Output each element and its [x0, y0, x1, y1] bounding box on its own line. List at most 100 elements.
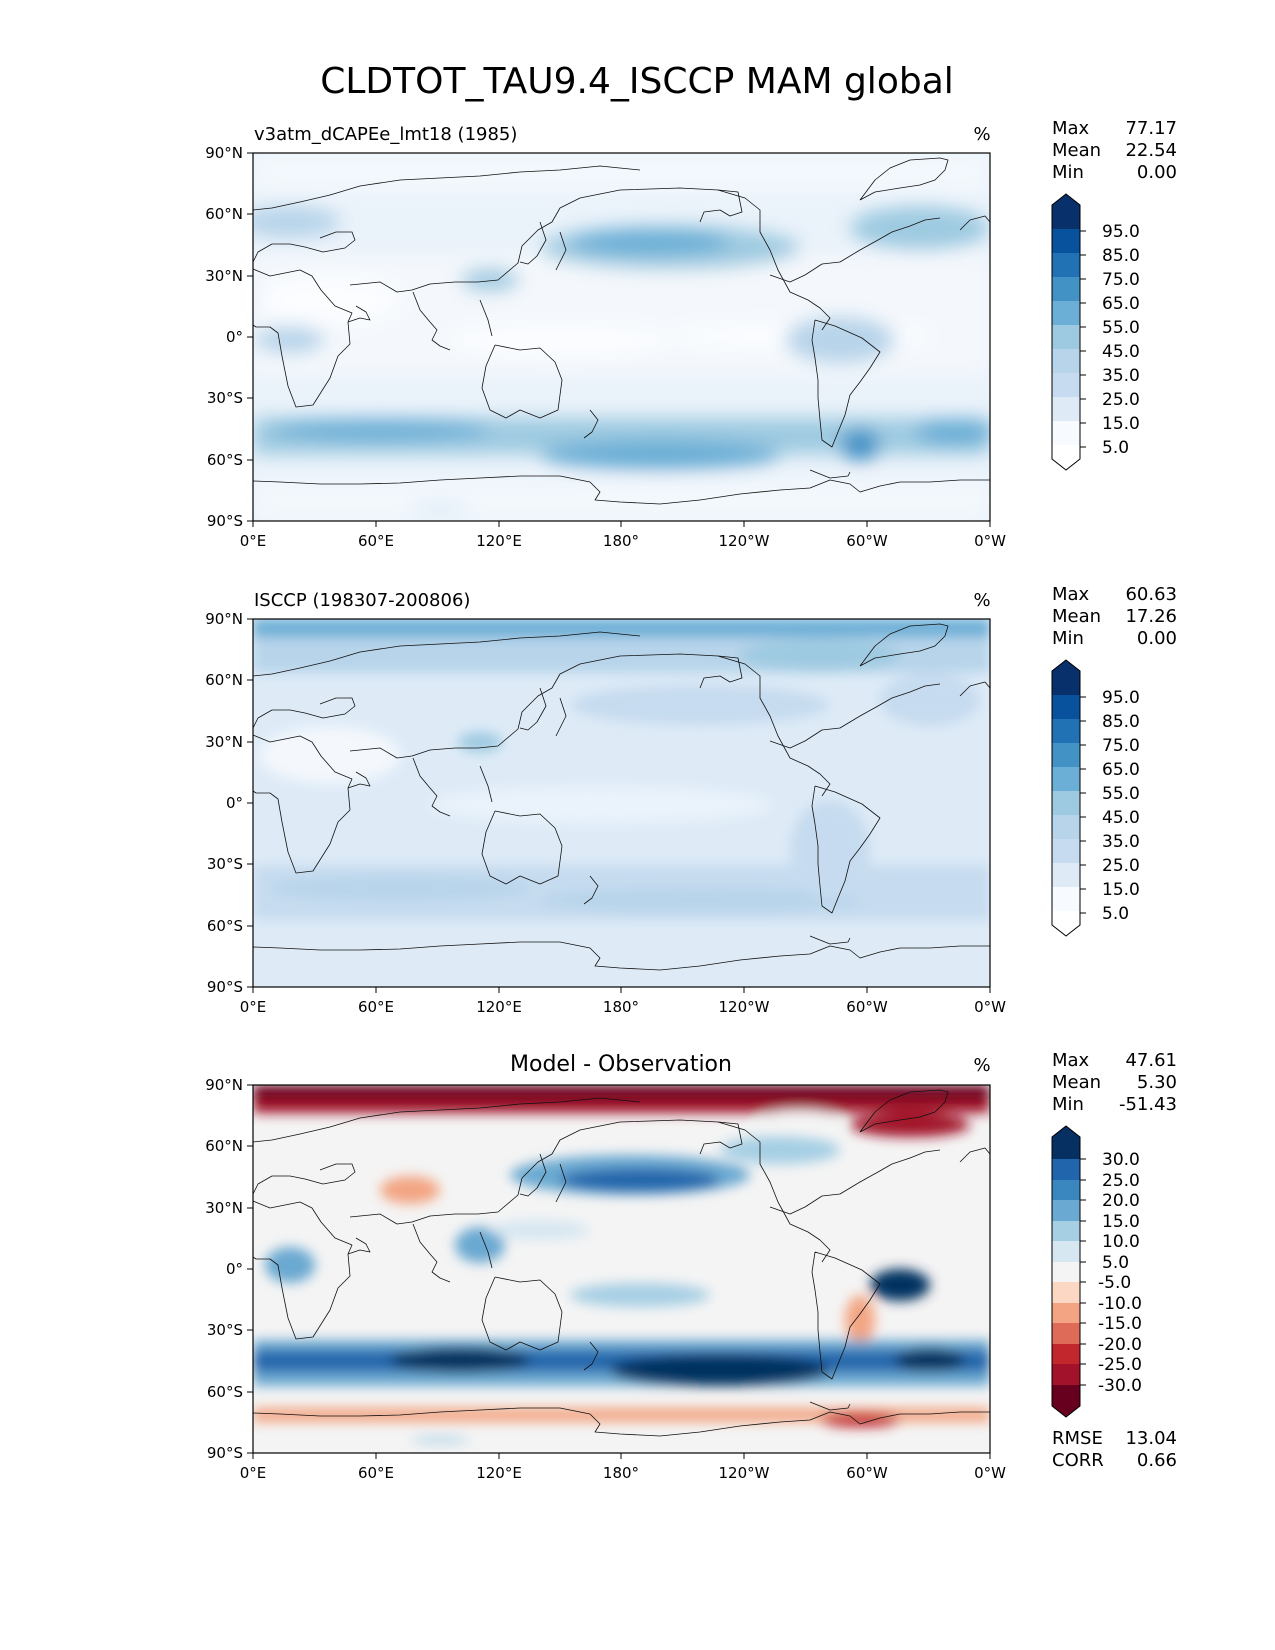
lat-tick-label: 60°S [207, 917, 243, 935]
lat-tick-label: 30°N [205, 1199, 243, 1217]
panel-observation: ISCCP (198307-200806) % [205, 584, 1177, 1016]
lon-tick-label: 0°E [240, 1464, 267, 1482]
lat-tick-label: 90°S [207, 978, 243, 996]
lat-tick-label: 60°S [207, 451, 243, 469]
panel-difference-units: % [973, 1055, 990, 1076]
stat-value: 0.66 [1137, 1450, 1177, 1471]
panel-model-units: % [973, 124, 990, 145]
colorbar-label: 65.0 [1102, 294, 1140, 314]
panel-observation-y-axis: 90°N 60°N 30°N 0° 30°S 60°S 90°S [205, 610, 253, 996]
panel-model-title: v3atm_dCAPEe_lmt18 (1985) [254, 124, 517, 145]
colorbar-label: 75.0 [1102, 736, 1140, 756]
panel-observation-x-axis: 0°E 60°E 120°E 180° 120°W 60°W 0°W [240, 987, 1006, 1016]
colorbar-label: 55.0 [1102, 318, 1140, 338]
lon-tick-label: 0°E [240, 998, 267, 1016]
lon-tick-label: 120°E [476, 532, 522, 550]
lon-tick-label: 60°E [358, 532, 394, 550]
colorbar-label: 5.0 [1102, 438, 1129, 458]
stat-label: Mean [1052, 1072, 1101, 1093]
colorbar-label: 15.0 [1102, 1212, 1140, 1232]
stat-value: 22.54 [1125, 140, 1177, 161]
lat-tick-label: 90°S [207, 1444, 243, 1462]
stat-label: RMSE [1052, 1428, 1103, 1449]
stat-value: 0.00 [1137, 162, 1177, 183]
lat-tick-label: 90°S [207, 512, 243, 530]
lon-tick-label: 60°W [846, 532, 888, 550]
lat-tick-label: 60°N [205, 205, 243, 223]
lat-tick-label: 0° [226, 794, 243, 812]
stat-label: CORR [1052, 1450, 1104, 1471]
stat-value: 17.26 [1125, 606, 1177, 627]
panel-difference-stats: Max 47.61 Mean 5.30 Min -51.43 [1052, 1050, 1177, 1115]
colorbar-label: 95.0 [1102, 222, 1140, 242]
panel-observation-units: % [973, 590, 990, 611]
colorbar-label: 5.0 [1102, 904, 1129, 924]
lon-tick-label: 60°W [846, 998, 888, 1016]
panel-model-colorbar: 95.0 85.0 75.0 65.0 55.0 45.0 35.0 25.0 … [1051, 193, 1140, 471]
lon-tick-label: 60°W [846, 1464, 888, 1482]
panel-difference-coastlines [252, 1089, 991, 1437]
colorbar-label: 15.0 [1102, 880, 1140, 900]
colorbar-label: 25.0 [1102, 390, 1140, 410]
panel-model: v3atm_dCAPEe_lmt18 (1985) % [205, 118, 1177, 550]
panel-model-stats: Max 77.17 Mean 22.54 Min 0.00 [1052, 118, 1177, 183]
lon-tick-label: 180° [603, 532, 639, 550]
lon-tick-label: 0°W [974, 532, 1006, 550]
lon-tick-label: 0°E [240, 532, 267, 550]
colorbar-label: 10.0 [1102, 1232, 1140, 1252]
lat-tick-label: 90°N [205, 610, 243, 628]
stat-label: Min [1052, 1094, 1084, 1115]
stat-value: 60.63 [1125, 584, 1177, 605]
lon-tick-label: 0°W [974, 998, 1006, 1016]
stat-label: Mean [1052, 140, 1101, 161]
colorbar-label: 45.0 [1102, 342, 1140, 362]
lat-tick-label: 30°S [207, 855, 243, 873]
lon-tick-label: 60°E [358, 1464, 394, 1482]
stat-label: Max [1052, 584, 1090, 605]
stat-value: 5.30 [1137, 1072, 1177, 1093]
panel-difference-map [253, 1085, 990, 1453]
panel-difference-y-axis: 90°N 60°N 30°N 0° 30°S 60°S 90°S [205, 1076, 253, 1462]
lon-tick-label: 180° [603, 998, 639, 1016]
stat-label: Max [1052, 118, 1090, 139]
colorbar-label: 45.0 [1102, 808, 1140, 828]
lat-tick-label: 60°N [205, 671, 243, 689]
panel-observation-colorbar: 95.0 85.0 75.0 65.0 55.0 45.0 35.0 25.0 … [1051, 659, 1140, 937]
stat-value: 47.61 [1125, 1050, 1177, 1071]
lon-tick-label: 180° [603, 1464, 639, 1482]
colorbar-label: 15.0 [1102, 414, 1140, 434]
stat-value: 0.00 [1137, 628, 1177, 649]
stat-label: Min [1052, 628, 1084, 649]
colorbar-label: 55.0 [1102, 784, 1140, 804]
colorbar-label: -20.0 [1098, 1335, 1142, 1355]
lon-tick-label: 120°E [476, 1464, 522, 1482]
colorbar-label: 85.0 [1102, 712, 1140, 732]
colorbar-label: -25.0 [1098, 1355, 1142, 1375]
colorbar-label: 25.0 [1102, 856, 1140, 876]
figure-title: CLDTOT_TAU9.4_ISCCP MAM global [320, 61, 954, 102]
stat-value: -51.43 [1119, 1094, 1177, 1115]
panel-difference-colorbar: 30.0 25.0 20.0 15.0 10.0 5.0 -5.0 -10.0 … [1051, 1125, 1142, 1418]
colorbar-label: 65.0 [1102, 760, 1140, 780]
colorbar-label: -15.0 [1098, 1314, 1142, 1334]
lon-tick-label: 60°E [358, 998, 394, 1016]
lat-tick-label: 60°S [207, 1383, 243, 1401]
panel-model-x-axis: 0°E 60°E 120°E 180° 120°W 60°W 0°W [240, 521, 1006, 550]
colorbar-label: -10.0 [1098, 1294, 1142, 1314]
stat-label: Min [1052, 162, 1084, 183]
lat-tick-label: 0° [226, 1260, 243, 1278]
lat-tick-label: 30°N [205, 267, 243, 285]
stat-label: Mean [1052, 606, 1101, 627]
lon-tick-label: 0°W [974, 1464, 1006, 1482]
colorbar-label: 25.0 [1102, 1171, 1140, 1191]
lat-tick-label: 30°S [207, 1321, 243, 1339]
colorbar-label: 5.0 [1102, 1253, 1129, 1273]
colorbar-label: 95.0 [1102, 688, 1140, 708]
stat-value: 77.17 [1125, 118, 1177, 139]
lat-tick-label: 30°S [207, 389, 243, 407]
lon-tick-label: 120°W [719, 1464, 770, 1482]
panel-difference-title: Model - Observation [510, 1052, 732, 1077]
lat-tick-label: 60°N [205, 1137, 243, 1155]
panel-model-y-axis: 90°N 60°N 30°N 0° 30°S 60°S 90°S [205, 144, 253, 530]
